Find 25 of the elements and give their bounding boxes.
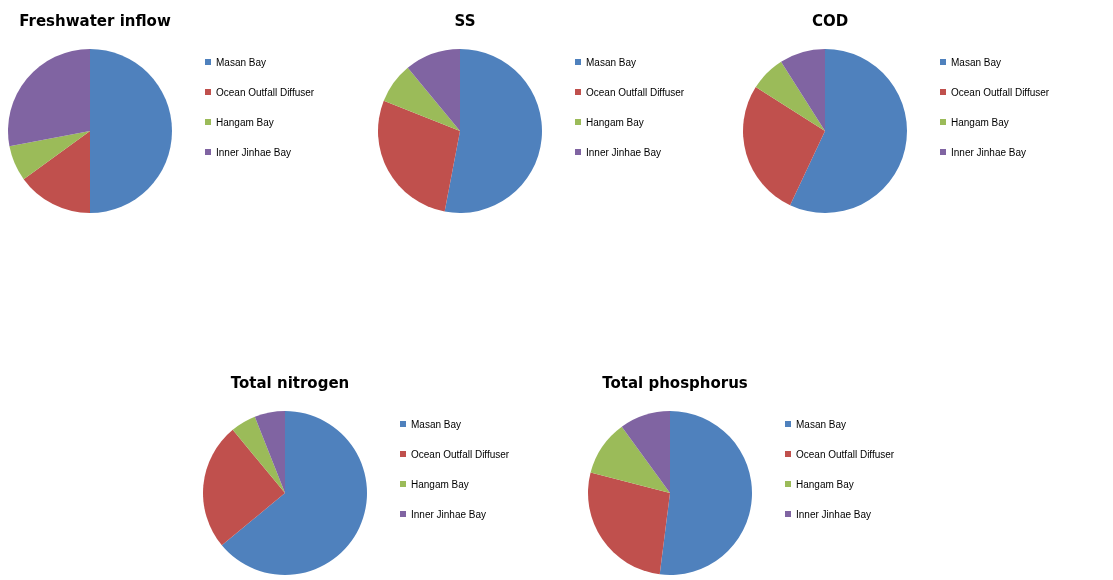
legend-label: Masan Bay — [216, 56, 267, 68]
legend-label: Hangam Bay — [586, 116, 644, 128]
legend-label: Ocean Outfall Diffuser — [216, 86, 315, 98]
legend-label: Inner Jinhae Bay — [586, 146, 662, 158]
legend-label: Hangam Bay — [951, 116, 1009, 128]
legend-label: Ocean Outfall Diffuser — [411, 448, 510, 460]
legend-label: Hangam Bay — [216, 116, 274, 128]
legend-label: Masan Bay — [796, 418, 847, 430]
legend-label: Ocean Outfall Diffuser — [951, 86, 1050, 98]
legend-label: Inner Jinhae Bay — [216, 146, 292, 158]
legend-label: Inner Jinhae Bay — [411, 508, 487, 520]
legend-label: Masan Bay — [411, 418, 462, 430]
chart-title: Freshwater inflow — [19, 11, 171, 30]
legend-label: Masan Bay — [586, 56, 637, 68]
legend-label: Hangam Bay — [411, 478, 469, 490]
legend-label: Masan Bay — [951, 56, 1002, 68]
chart-title: SS — [454, 11, 476, 30]
legend-label: Ocean Outfall Diffuser — [796, 448, 895, 460]
legend-label: Ocean Outfall Diffuser — [586, 86, 685, 98]
chart-title: COD — [811, 11, 849, 30]
chart-title: Total phosphorus — [602, 373, 748, 392]
chart-title: Total nitrogen — [230, 373, 350, 392]
legend-label: Inner Jinhae Bay — [951, 146, 1027, 158]
legend-label: Hangam Bay — [796, 478, 854, 490]
legend-label: Inner Jinhae Bay — [796, 508, 872, 520]
